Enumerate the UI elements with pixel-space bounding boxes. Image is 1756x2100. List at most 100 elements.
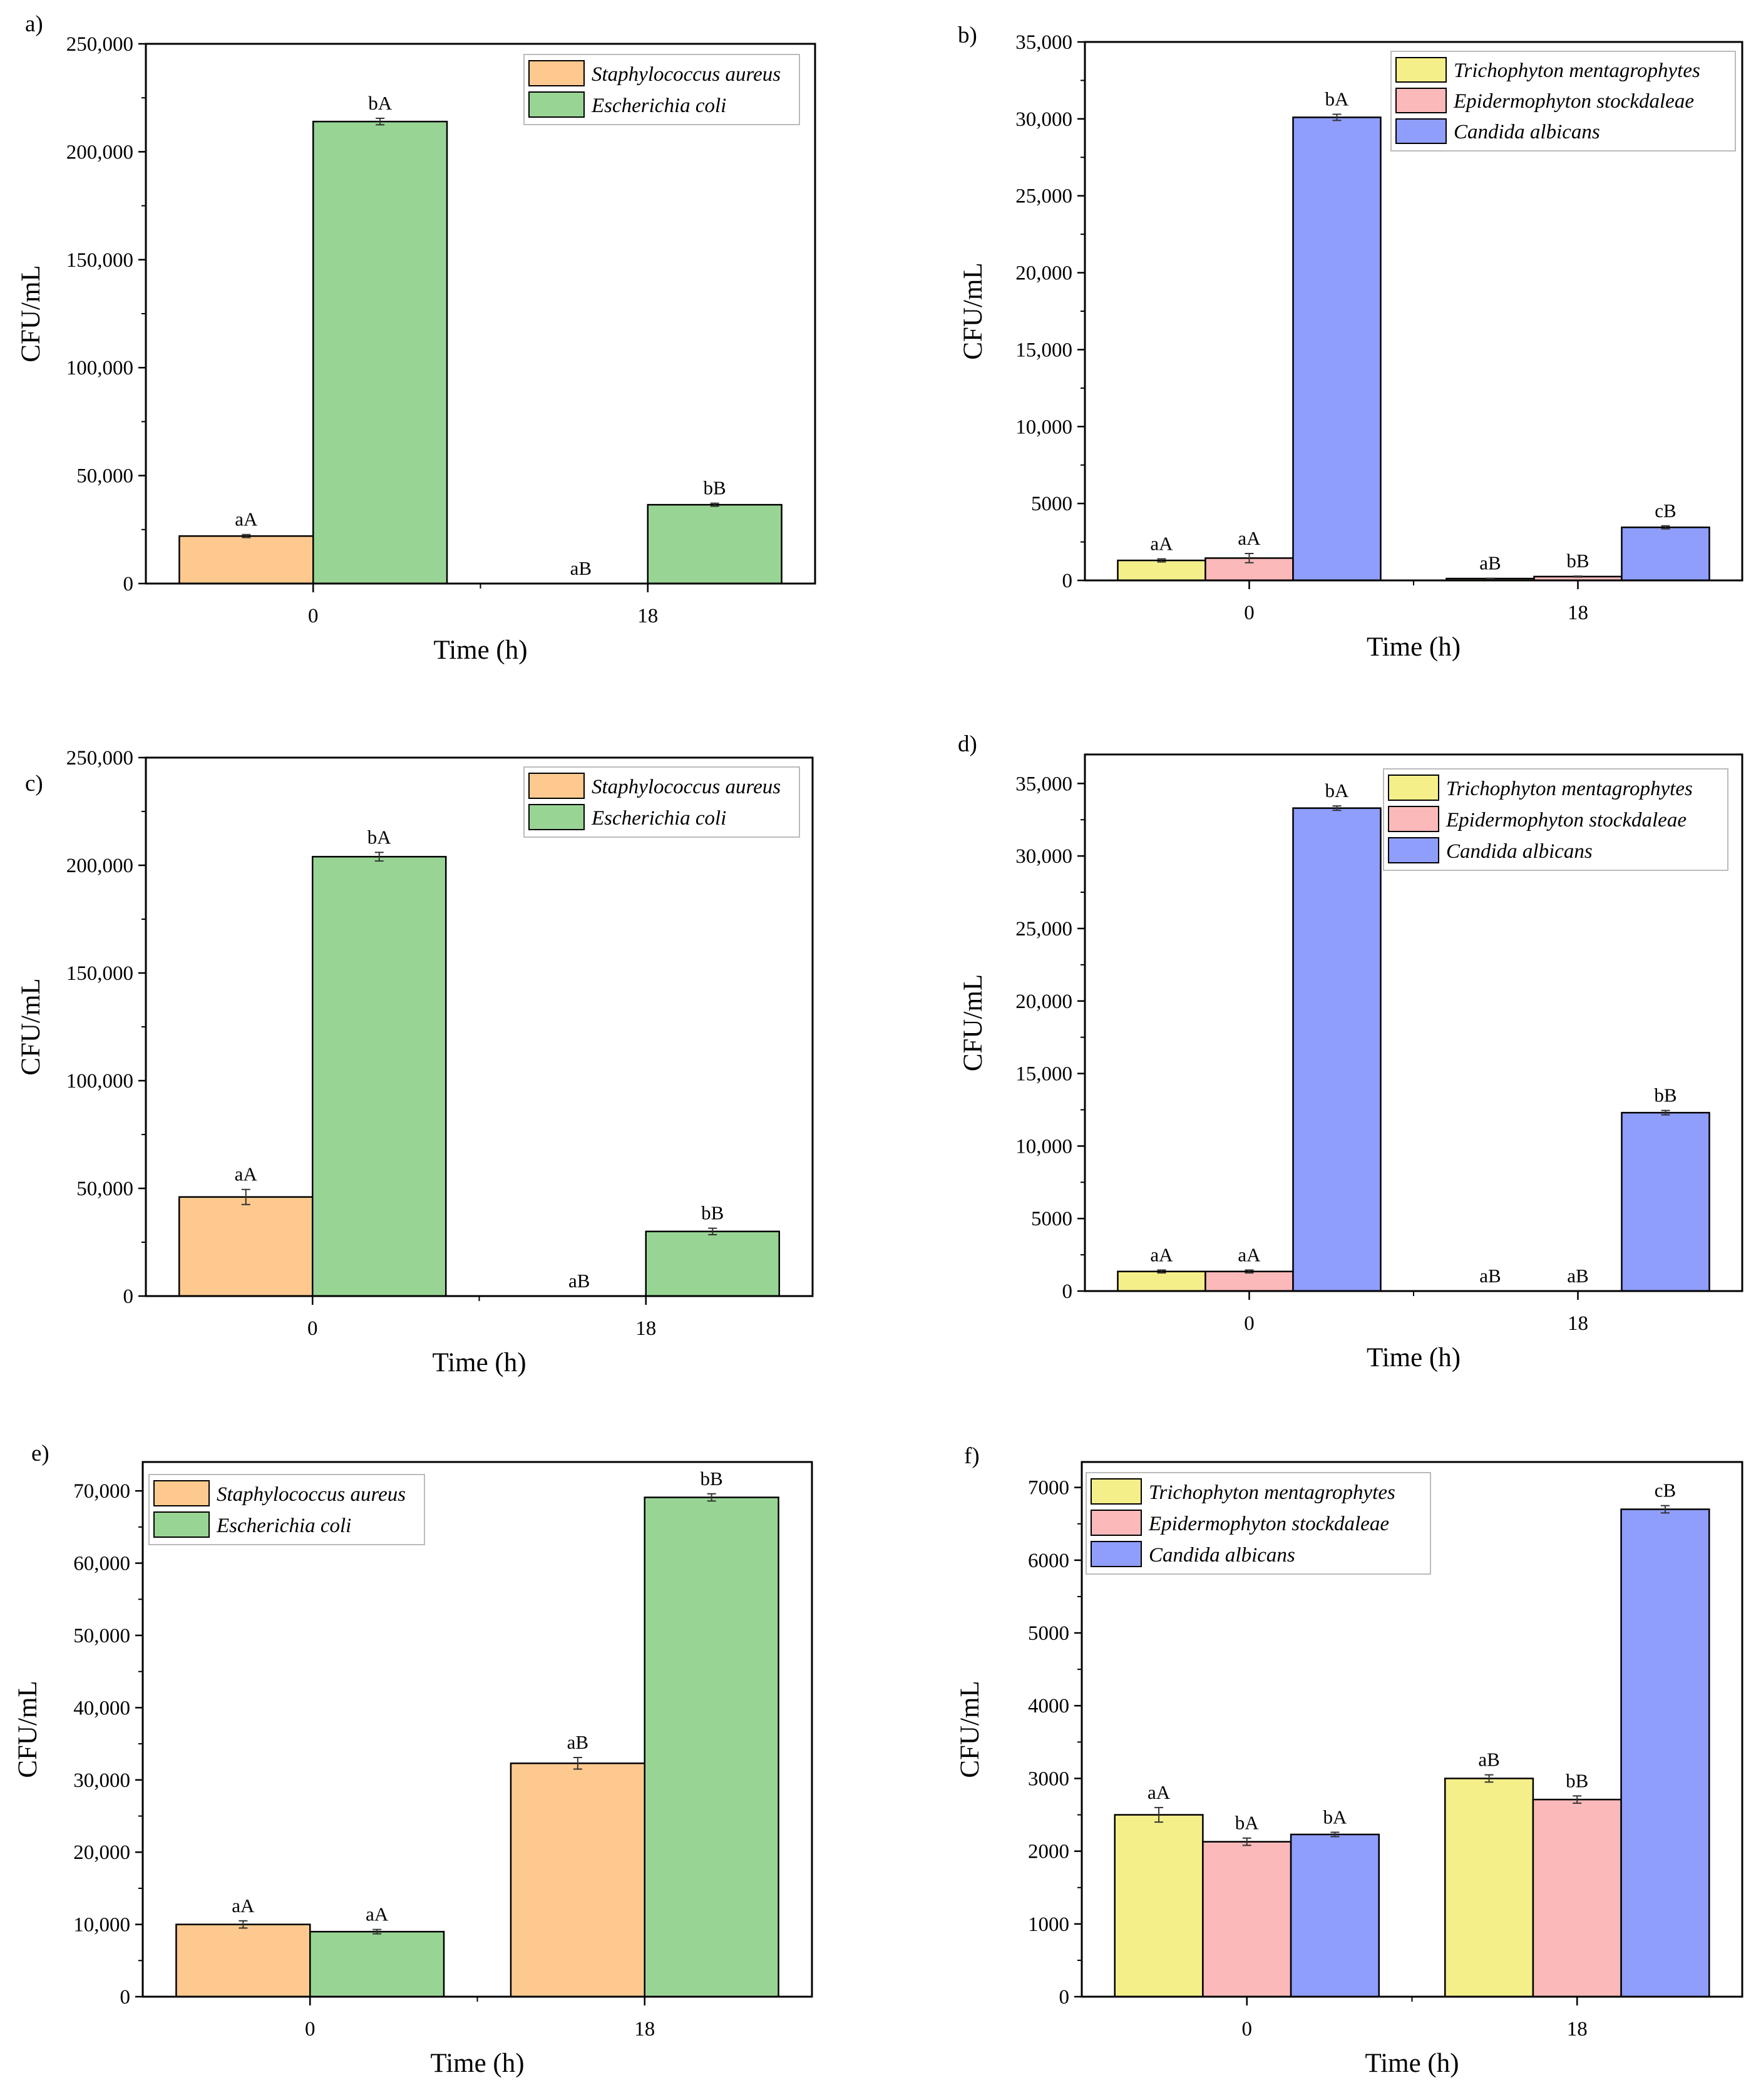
y-tick-label: 20,000 [73, 1841, 130, 1864]
bar [312, 855, 447, 1297]
x-tick-label: 0 [1244, 602, 1255, 624]
y-tick-label: 0 [1062, 1280, 1073, 1303]
y-tick-label: 7000 [1028, 1477, 1069, 1500]
y-tick-label: 5000 [1031, 1208, 1072, 1230]
x-tick-label: 0 [1242, 2018, 1253, 2041]
y-axis-label: CFU/mL [16, 978, 46, 1075]
legend-swatch [528, 91, 585, 118]
x-axis-label: Time (h) [432, 1348, 526, 1377]
y-axis-label: CFU/mL [958, 974, 988, 1071]
significance-label: bA [368, 92, 393, 114]
panel-label: c) [25, 771, 43, 796]
legend-swatch [153, 1480, 210, 1506]
x-tick-label: 18 [637, 605, 658, 627]
legend-label: Trichophyton mentagrophytes [1454, 59, 1700, 82]
plot-frame [1084, 41, 1743, 582]
y-tick-label: 20,000 [1015, 262, 1072, 285]
legend-swatch [1091, 1541, 1142, 1567]
y-tick-label: 2000 [1028, 1841, 1069, 1863]
bar [1117, 559, 1206, 582]
y-tick-label: 0 [120, 1986, 131, 2009]
bar [1114, 1814, 1204, 1998]
y-tick-label: 6000 [1028, 1550, 1069, 1572]
x-axis-label: Time (h) [1365, 2049, 1459, 2078]
y-tick-label: 0 [123, 1285, 134, 1308]
y-tick-label: 250,000 [66, 747, 133, 769]
legend-label: Escherichia coli [591, 95, 726, 117]
legend-label: Candida albicans [1446, 840, 1593, 863]
legend-swatch [1395, 118, 1447, 144]
plot-frame [145, 756, 814, 1297]
y-tick-label: 20,000 [1015, 991, 1072, 1013]
significance-label: aB [1479, 552, 1501, 574]
x-tick-label: 0 [308, 605, 319, 627]
legend-label: Candida albicans [1149, 1544, 1295, 1567]
panel-label: f) [964, 1443, 980, 1469]
significance-label: bB [704, 477, 726, 499]
legend-swatch [528, 804, 585, 830]
significance-label: bB [1566, 550, 1589, 572]
y-tick-label: 10,000 [1015, 416, 1072, 438]
significance-label: aB [570, 557, 592, 579]
x-tick-label: 18 [634, 2018, 655, 2041]
significance-label: bA [1323, 1806, 1347, 1828]
plot-frame [1084, 753, 1743, 1292]
bar [647, 503, 783, 585]
x-axis-label: Time (h) [430, 2049, 524, 2078]
x-tick-label: 0 [307, 1317, 318, 1340]
legend-box [1086, 1472, 1431, 1575]
significance-label: bA [1325, 88, 1350, 110]
legend-label: Epidermophyton stockdaleae [1148, 1513, 1389, 1535]
significance-label: aA [1148, 1781, 1171, 1803]
significance-label: bA [1235, 1812, 1260, 1834]
significance-label: aA [1238, 1243, 1261, 1265]
y-tick-label: 35,000 [1015, 773, 1072, 795]
bar [175, 1923, 311, 1998]
significance-label: bA [367, 826, 392, 848]
legend-label: Epidermophyton stockdaleae [1445, 809, 1687, 831]
legend-label: Escherichia coli [216, 1515, 351, 1537]
y-tick-label: 25,000 [1015, 918, 1072, 940]
x-axis-label: Time (h) [1367, 1343, 1461, 1372]
y-tick-label: 5000 [1031, 493, 1072, 515]
significance-label: aB [1479, 1265, 1501, 1287]
bar [1532, 1798, 1622, 1998]
x-tick-label: 0 [1244, 1312, 1255, 1335]
bar [1202, 1841, 1292, 1998]
y-tick-label: 100,000 [66, 357, 133, 379]
legend-box [1390, 51, 1736, 152]
x-tick-label: 0 [305, 2018, 316, 2041]
y-tick-label: 0 [1059, 1986, 1070, 2009]
chart-panel-d: d) 0 5000 10,000 15,000 20,000 25,000 30,000 35,… [958, 731, 1743, 1372]
legend-swatch [1388, 806, 1439, 832]
y-tick-label: 50,000 [76, 1178, 133, 1200]
y-tick-label: 40,000 [73, 1697, 130, 1719]
y-tick-label: 10,000 [1015, 1135, 1072, 1158]
panel-label: e) [31, 1441, 49, 1466]
legend-swatch [1395, 88, 1447, 113]
legend-label: Staphylococcus aureus [592, 63, 781, 86]
y-tick-label: 10,000 [73, 1914, 130, 1937]
plot-frame [1081, 1461, 1743, 1998]
y-tick-label: 35,000 [1015, 31, 1072, 54]
y-axis-label: CFU/mL [958, 262, 988, 359]
chart-panel-f: f) 0 1000 2000 3000 4000 5000 6000 7000 0 18 aA aB bA… [955, 1443, 1743, 2078]
y-tick-label: 4000 [1028, 1695, 1069, 1717]
legend-swatch [1091, 1478, 1142, 1505]
legend-swatch [1395, 57, 1447, 83]
y-tick-label: 50,000 [73, 1625, 130, 1647]
legend-swatch [528, 773, 585, 799]
x-tick-label: 18 [1568, 1312, 1588, 1335]
y-tick-label: 1000 [1028, 1913, 1069, 1936]
legend-swatch [153, 1511, 210, 1538]
chart-panel-b: b) 0 5000 10,000 15,000 20,000 25,000 30,000 35,… [958, 23, 1743, 662]
significance-label: cB [1655, 500, 1676, 522]
bar [645, 1230, 780, 1297]
y-tick-label: 100,000 [66, 1070, 133, 1093]
bar [1620, 1508, 1710, 1998]
panel-label: d) [958, 731, 977, 757]
significance-label: aA [1238, 527, 1261, 549]
significance-label: bA [1325, 780, 1350, 801]
significance-label: aB [1567, 1265, 1588, 1287]
